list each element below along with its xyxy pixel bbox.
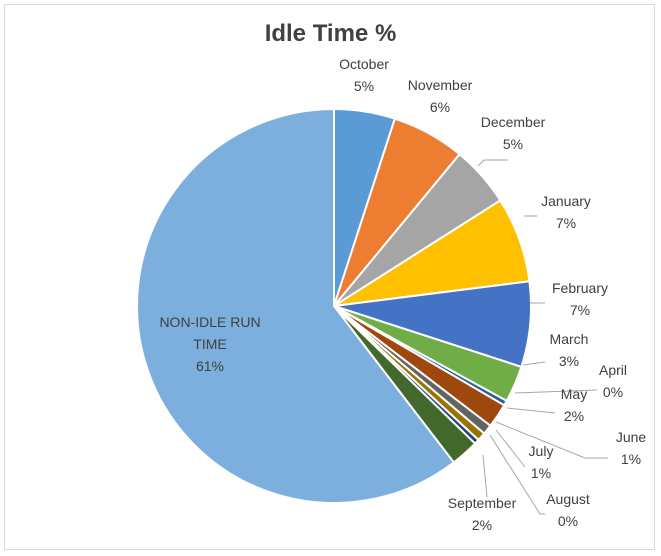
data-label-october: October 5% — [339, 56, 389, 94]
leader-line-april — [514, 389, 598, 394]
data-label-march: March 3% — [550, 331, 589, 369]
data-label-august: August 0% — [546, 491, 590, 529]
leader-line-july — [495, 429, 526, 468]
data-label-september: September 2% — [448, 495, 517, 533]
leader-line-june — [495, 421, 608, 459]
leader-line-september — [482, 454, 488, 498]
data-label-january: January 7% — [541, 193, 591, 231]
leader-line-august — [489, 434, 545, 515]
data-label-december: December 5% — [481, 114, 546, 152]
data-label-june: June 1% — [616, 429, 647, 467]
chart-title: Idle Time % — [264, 20, 397, 47]
data-label-february: February 7% — [552, 280, 608, 318]
leader-line-may — [506, 407, 556, 414]
pie-slice-non-idle-run-time — [136, 107, 456, 504]
data-label-non-idle-run-time: NON-IDLE RUN TIME 61% — [159, 314, 260, 374]
leader-line-march — [522, 361, 546, 366]
data-label-may: May 2% — [561, 386, 587, 424]
leader-line-december — [477, 159, 508, 167]
data-label-april: April 0% — [599, 362, 627, 400]
data-label-november: November 6% — [408, 77, 473, 115]
data-label-july: July 1% — [529, 443, 554, 481]
